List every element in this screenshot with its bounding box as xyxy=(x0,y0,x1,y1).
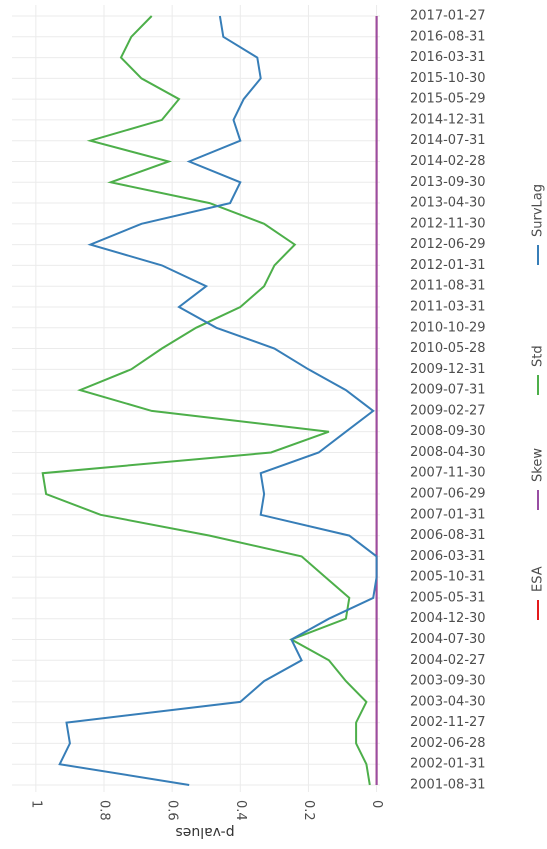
series-line xyxy=(41,15,371,786)
x-tick-label: 2009-07-31 xyxy=(410,383,486,398)
y-tick-label: 0 xyxy=(369,800,384,808)
x-tick-label: 2011-03-31 xyxy=(410,299,486,314)
x-tick-label: 2009-02-27 xyxy=(410,403,486,418)
x-tick-label: 2006-08-31 xyxy=(410,528,486,543)
x-tick-label: 2012-06-29 xyxy=(410,237,486,252)
y-tick-label: 0.8 xyxy=(97,800,112,821)
legend-label: Std xyxy=(531,345,546,367)
legend-label: ESA xyxy=(531,566,546,592)
x-tick-label: 2004-07-30 xyxy=(410,632,486,647)
x-tick-label: 2003-04-30 xyxy=(410,694,486,709)
y-tick-label: 0.6 xyxy=(165,800,180,821)
y-tick-label: 0.2 xyxy=(301,800,316,821)
x-tick-label: 2002-01-31 xyxy=(410,757,486,772)
legend-label: Skew xyxy=(531,448,546,482)
legend-label: SurvLag xyxy=(531,184,546,237)
x-tick-label: 2017-01-27 xyxy=(410,9,486,24)
x-tick-label: 2012-11-30 xyxy=(410,216,486,231)
x-tick-label: 2016-03-31 xyxy=(410,50,486,65)
x-tick-label: 2013-04-30 xyxy=(410,196,486,211)
x-tick-label: 2004-02-27 xyxy=(410,653,486,668)
x-tick-label: 2002-06-28 xyxy=(410,736,486,751)
x-tick-label: 2011-08-31 xyxy=(410,279,486,294)
y-tick-label: 1 xyxy=(28,800,43,808)
x-tick-label: 2008-04-30 xyxy=(410,445,486,460)
x-tick-label: 2005-05-31 xyxy=(410,590,486,605)
x-tick-label: 2010-10-29 xyxy=(410,320,486,335)
x-tick-label: 2013-09-30 xyxy=(410,175,486,190)
x-tick-label: 2007-01-31 xyxy=(410,507,486,522)
x-tick-label: 2004-12-30 xyxy=(410,611,486,626)
x-tick-label: 2010-05-28 xyxy=(410,341,486,356)
x-tick-label: 2007-06-29 xyxy=(410,487,486,502)
y-tick-label: 0.4 xyxy=(233,800,248,821)
x-tick-label: 2008-09-30 xyxy=(410,424,486,439)
x-tick-label: 2014-12-31 xyxy=(410,112,486,127)
series-line xyxy=(58,15,378,786)
x-tick-label: 2016-08-31 xyxy=(410,29,486,44)
x-tick-label: 2003-09-30 xyxy=(410,674,486,689)
x-tick-label: 2014-02-28 xyxy=(410,154,486,169)
y-axis-label: p-values xyxy=(175,824,234,840)
x-tick-label: 2009-12-31 xyxy=(410,362,486,377)
x-tick-label: 2012-01-31 xyxy=(410,258,486,273)
x-tick-label: 2005-10-31 xyxy=(410,570,486,585)
x-tick-label: 2007-11-30 xyxy=(410,466,486,481)
x-tick-label: 2014-07-31 xyxy=(410,133,486,148)
x-tick-label: 2015-10-30 xyxy=(410,71,486,86)
x-tick-label: 2006-03-31 xyxy=(410,549,486,564)
x-tick-label: 2002-11-27 xyxy=(410,715,486,730)
x-tick-label: 2015-05-29 xyxy=(410,92,486,107)
x-tick-label: 2001-08-31 xyxy=(410,778,486,793)
